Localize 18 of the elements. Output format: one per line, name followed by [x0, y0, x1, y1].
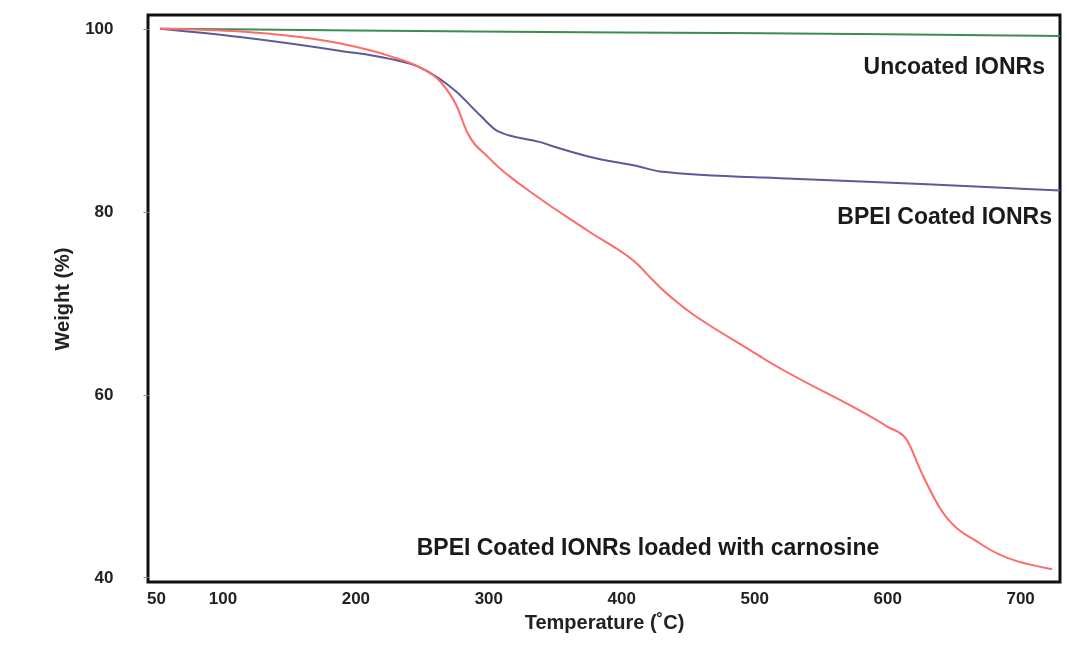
- x-tick-label: 100: [208, 588, 238, 608]
- x-tick-label: 500: [740, 588, 769, 608]
- x-tick-label: 400: [607, 588, 636, 608]
- series-label: BPEI Coated IONRs: [837, 203, 1052, 229]
- y-tick-label: 100: [85, 19, 114, 39]
- x-tick-label: 50: [147, 588, 166, 608]
- series-label: Uncoated IONRs: [863, 53, 1045, 79]
- x-tick-label: 700: [1006, 588, 1035, 608]
- y-axis-title: Weight (%): [51, 247, 74, 351]
- x-tick-label: 200: [341, 588, 371, 608]
- x-axis-title: Temperature (˚C): [524, 610, 685, 633]
- text: BPEI Coated IONRs loaded with carnosine: [416, 534, 880, 560]
- x-tick-label: 600: [873, 588, 902, 608]
- line-series: [158, 27, 1054, 571]
- y-tick-label: 60: [94, 385, 114, 405]
- y-tick-label: 80: [94, 202, 114, 222]
- x-tick-label: 300: [474, 588, 504, 608]
- y-tick-label: 40: [94, 567, 114, 587]
